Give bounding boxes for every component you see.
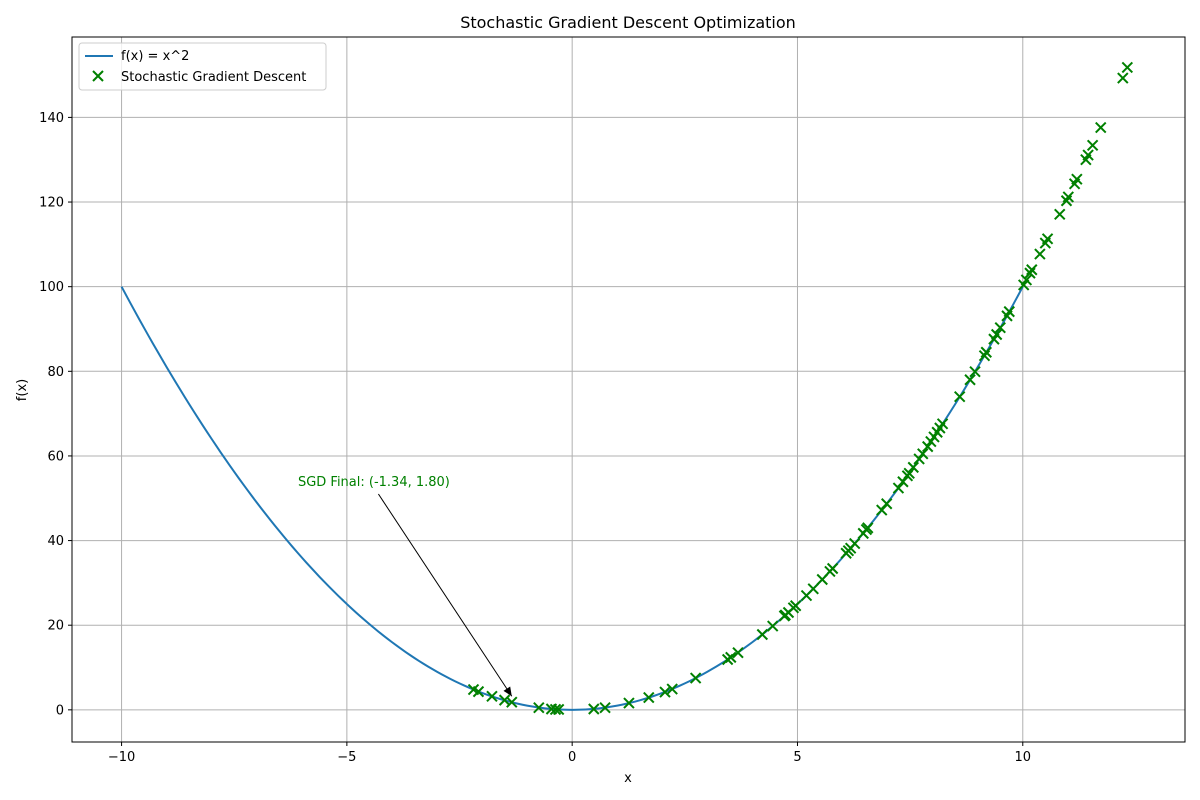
sgd-point (892, 482, 905, 494)
sgd-point (1080, 154, 1092, 166)
y-tick-label: 0 (56, 703, 64, 718)
y-tick-label: 120 (39, 196, 64, 211)
sgd-point (901, 470, 914, 482)
sgd-point (1039, 237, 1052, 249)
sgd-point (1026, 264, 1038, 276)
y-axis-label: f(x) (15, 379, 30, 401)
legend-marker-swatch (92, 70, 104, 82)
sgd-point (907, 461, 919, 474)
annotation-arrow (377, 493, 513, 697)
sgd-point (1034, 248, 1046, 260)
sgd-point (978, 349, 991, 362)
sgd-point (897, 476, 909, 488)
sgd-point (969, 366, 981, 378)
x-axis-label: x (624, 771, 632, 786)
sgd-point (1024, 267, 1036, 279)
sgd-point (486, 690, 498, 703)
sgd-point (689, 672, 702, 684)
y-tick-label: 60 (47, 449, 64, 464)
sgd-point (1060, 195, 1073, 207)
sgd-point (643, 691, 655, 704)
y-tick-label: 20 (47, 619, 64, 634)
sgd-point (925, 435, 937, 448)
grid (72, 37, 1185, 742)
sgd-point (1117, 72, 1129, 84)
sgd-point (988, 333, 1000, 345)
sgd-points (467, 61, 1134, 716)
sgd-point (498, 694, 511, 706)
sgd-point (756, 628, 769, 641)
sgd-point (857, 527, 869, 540)
chart-title: Stochastic Gradient Descent Optimization (460, 13, 796, 32)
sgd-point (623, 697, 635, 709)
annotation-arrowhead (503, 686, 512, 697)
sgd-point (588, 703, 600, 715)
annotation-text: SGD Final: (-1.34, 1.80) (298, 475, 450, 490)
sgd-point (953, 390, 966, 403)
sgd-point (921, 440, 934, 453)
sgd-point (1054, 208, 1066, 221)
sgd-point (1001, 310, 1013, 322)
y-tick-label: 100 (39, 280, 64, 295)
sgd-point (994, 322, 1006, 334)
sgd-point (1017, 279, 1030, 291)
sgd-point (980, 346, 992, 358)
x-tick-label: 5 (793, 750, 801, 765)
legend-label-sgd: Stochastic Gradient Descent (121, 70, 306, 85)
sgd-point (659, 686, 671, 698)
legend-box (78, 42, 327, 91)
sgd-point (506, 696, 518, 708)
annotation-group: SGD Final: (-1.34, 1.80) (298, 475, 513, 697)
sgd-point (840, 547, 852, 559)
x-tick-label: 0 (568, 750, 576, 765)
sgd-point (913, 453, 925, 465)
sgd-point (800, 589, 813, 602)
x-tick-label: 10 (1015, 750, 1032, 765)
sgd-point (816, 573, 828, 586)
sgd-point (766, 620, 779, 632)
y-tick-label: 40 (47, 534, 64, 549)
sgd-point (1095, 121, 1107, 134)
legend-label-curve: f(x) = x^2 (121, 49, 189, 64)
sgd-point (778, 610, 791, 622)
curve-line (120, 286, 1024, 711)
sgd-point (533, 702, 545, 714)
sgd-point (599, 702, 611, 714)
sgd-point (467, 683, 480, 696)
y-tick-label: 80 (47, 365, 64, 380)
sgd-point (721, 653, 734, 666)
sgd-point (1068, 178, 1081, 190)
x-tick-label: −10 (108, 750, 135, 765)
sgd-point (1086, 139, 1099, 152)
sgd-point (732, 647, 744, 659)
y-tick-label: 140 (39, 111, 64, 126)
sgd-point (917, 448, 929, 460)
plot-frame (71, 36, 1186, 743)
curve-layer (120, 286, 1024, 711)
sgd-point (876, 504, 888, 516)
sgd-point (545, 703, 558, 715)
sgd-point (1121, 61, 1134, 74)
x-tick-label: −5 (337, 750, 356, 765)
sgd-point (549, 703, 562, 716)
sgd-point (666, 683, 678, 695)
sgd-point (964, 374, 976, 386)
legend: f(x) = x^2 Stochastic Gradient Descent (78, 42, 327, 91)
